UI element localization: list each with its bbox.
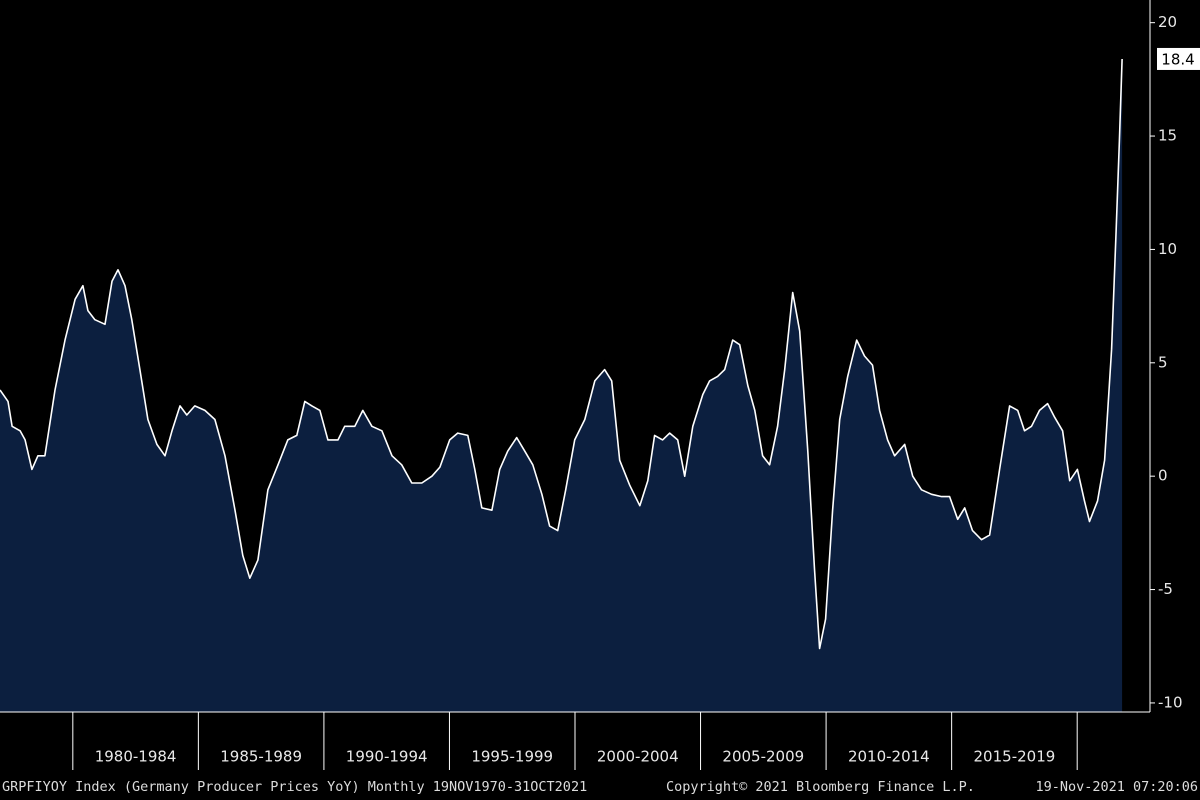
x-tick-label: 1985-1989 — [220, 748, 302, 766]
line — [0, 58, 1123, 650]
x-tick-label: 1980-1984 — [95, 748, 177, 766]
x-tick-label: 2000-2004 — [597, 748, 679, 766]
y-tick-label: -10 — [1158, 693, 1183, 711]
y-tick-label: 15 — [1158, 127, 1177, 145]
y-tick-label: 10 — [1158, 240, 1177, 258]
x-tick-label: 1990-1994 — [346, 748, 428, 766]
footer-right: 19-Nov-2021 07:20:06 — [1035, 779, 1198, 795]
y-tick-label: 0 — [1158, 467, 1168, 485]
x-tick-label: 2005-2009 — [722, 748, 804, 766]
last-value-label: 18.4 — [1161, 50, 1194, 68]
last-value-box — [1157, 47, 1200, 70]
area — [0, 59, 1123, 712]
footer-center: Copyright© 2021 Bloomberg Finance L.P. — [666, 779, 975, 795]
y-tick-label: 5 — [1158, 353, 1168, 371]
x-tick-label: 1995-1999 — [471, 748, 553, 766]
y-tick-label: 20 — [1158, 13, 1177, 31]
y-tick-label: -5 — [1158, 580, 1173, 598]
x-tick-label: 2015-2019 — [974, 748, 1056, 766]
footer-left: GRPFIYOY Index (Germany Producer Prices … — [2, 779, 587, 795]
x-tick-label: 2010-2014 — [848, 748, 930, 766]
